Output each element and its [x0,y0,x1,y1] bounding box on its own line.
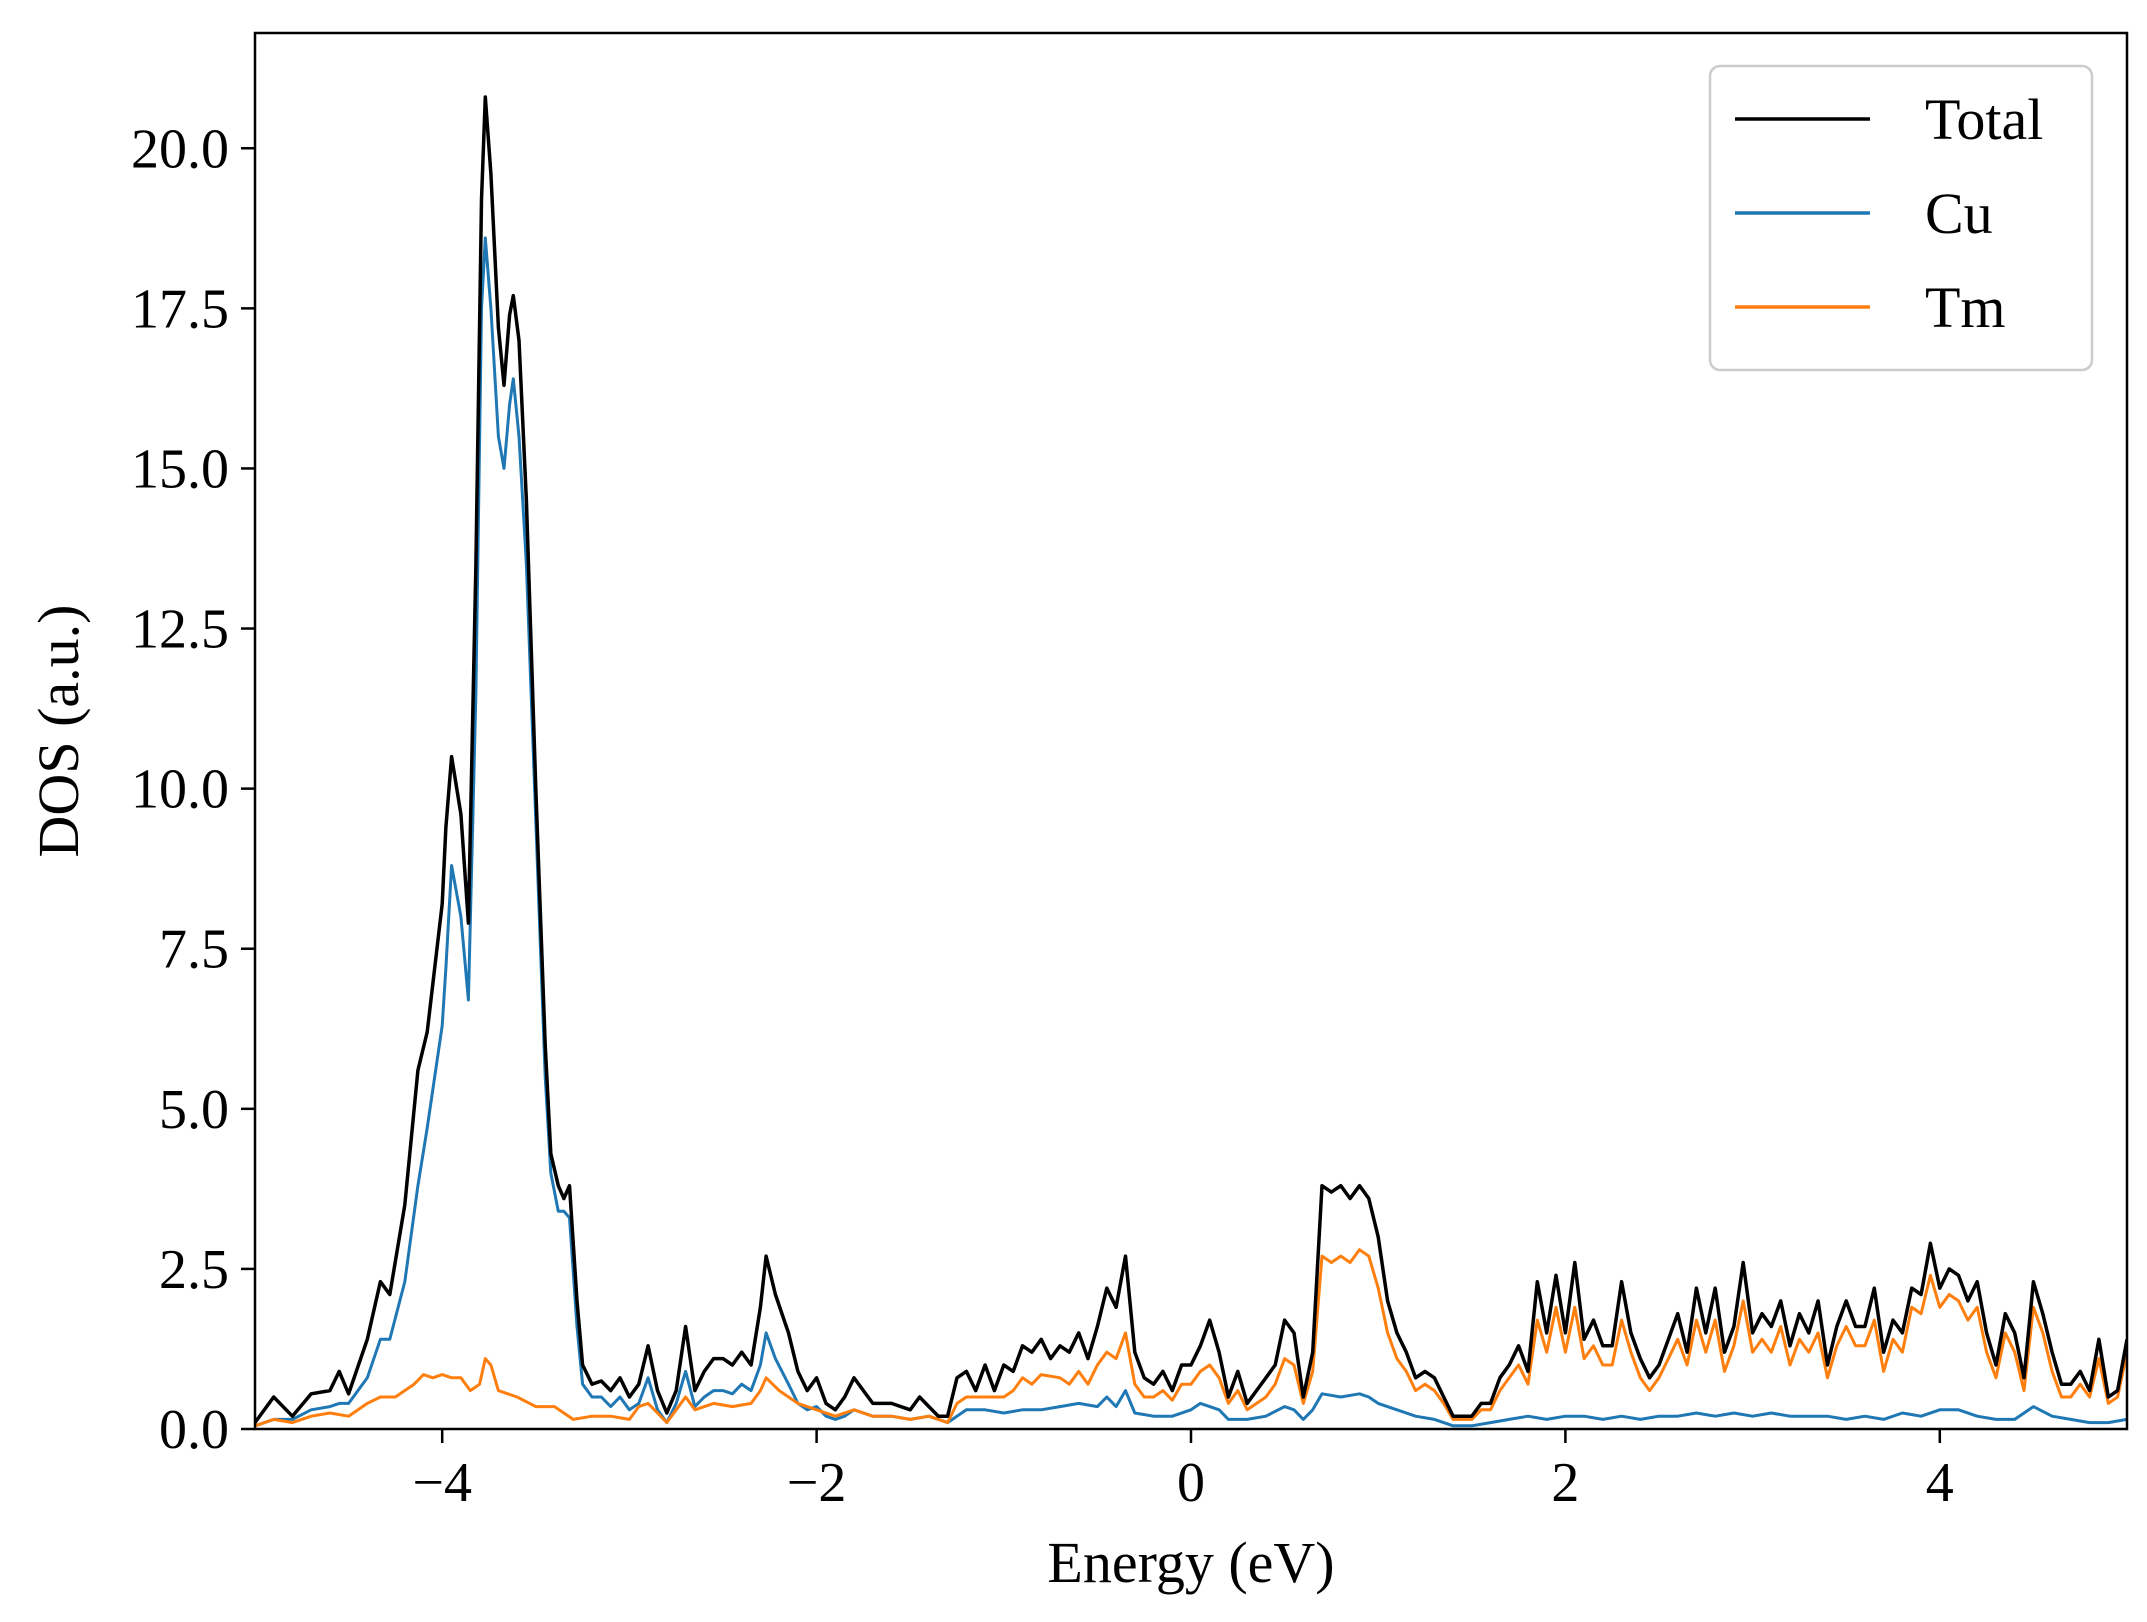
x-tick-label: −2 [787,1452,847,1514]
series-line-cu [255,236,2127,1428]
y-tick-label: 2.5 [159,1239,229,1301]
legend-label-tm: Tm [1925,275,2006,340]
series-line-tm [255,1248,2127,1428]
legend-box [1708,64,2094,372]
x-tick-label: 2 [1551,1452,1579,1514]
y-tick-label: 0.0 [159,1399,229,1461]
y-tick-label: 17.5 [131,278,229,340]
series-line-total [255,95,2127,1424]
legend-label-cu: Cu [1925,181,1993,246]
legend-entry-tm: Tm [1735,275,2006,340]
legend-entry-total: Total [1735,87,2043,152]
y-tick-label: 12.5 [131,599,229,661]
y-tick-label: 20.0 [131,118,229,180]
y-tick-label: 5.0 [159,1079,229,1141]
x-tick-label: 0 [1177,1452,1205,1514]
x-axis-label: Energy (eV) [1047,1530,1334,1595]
legend-entry-cu: Cu [1735,181,1993,246]
x-tick-label: −4 [412,1452,472,1514]
y-tick-label: 15.0 [131,438,229,500]
legend: Total Cu Tm [1708,64,2094,372]
series-layer [255,95,2127,1428]
y-tick-label: 10.0 [131,759,229,821]
x-axis-ticks: −4 −2 0 2 4 [412,1429,1954,1514]
y-axis-label: DOS (a.u.) [26,605,91,858]
x-tick-label: 4 [1926,1452,1954,1514]
y-axis-ticks: 0.0 2.5 5.0 7.5 10.0 12.5 15.0 17.5 20.0 [131,118,255,1461]
y-tick-label: 7.5 [159,919,229,981]
legend-label-total: Total [1925,87,2043,152]
